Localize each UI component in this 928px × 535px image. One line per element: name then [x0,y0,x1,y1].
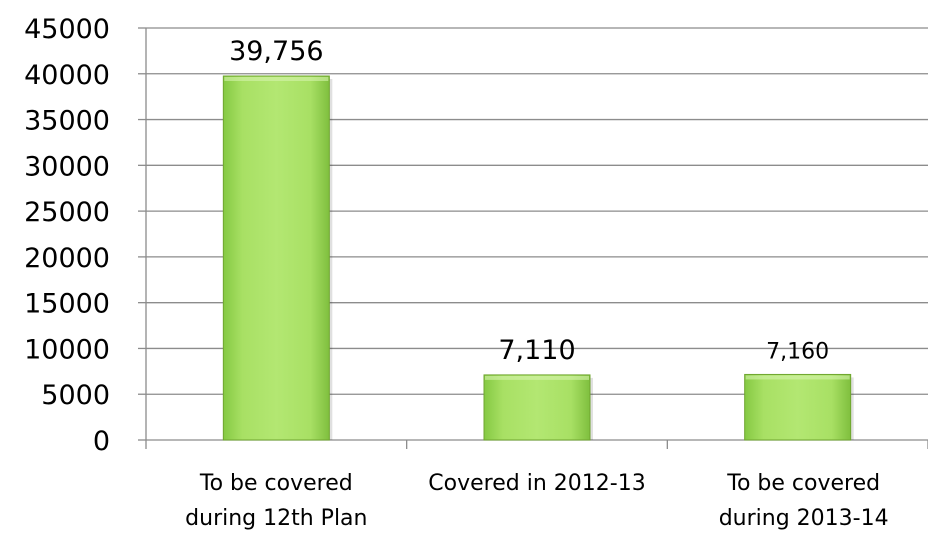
data-label: 7,160 [766,339,829,364]
y-tick-label: 0 [93,426,110,457]
x-category-label: during 2013-14 [719,506,889,531]
data-labels: 39,756 7,110 7,160 [229,36,829,366]
y-tick-label: 5000 [41,380,110,411]
data-label: 7,110 [498,335,575,366]
data-label: 39,756 [229,36,323,67]
x-category-label: To be covered [199,471,353,496]
y-tick-labels: 0 5000 10000 15000 20000 25000 30000 35000 40000… [24,14,110,457]
y-tick-label: 10000 [24,334,110,365]
y-tick-label: 15000 [24,289,110,320]
bar [483,374,591,441]
x-category-label: Covered in 2012-13 [428,471,645,496]
x-category-label: To be covered [726,471,880,496]
y-tick-label: 25000 [24,197,110,228]
y-tick-label: 30000 [24,151,110,182]
y-tick-label: 20000 [24,243,110,274]
x-category-labels: To be covered during 12th Plan Covered in … [185,471,888,531]
y-tick-label: 35000 [24,106,110,137]
y-tick-label: 40000 [24,60,110,91]
bar-highlight [224,77,329,82]
y-tick-label: 45000 [24,14,110,45]
bar [222,75,330,441]
bar [744,373,852,441]
bar-highlight [485,375,589,380]
x-category-label: during 12th Plan [185,506,367,531]
bar-highlight [745,375,850,380]
bars [222,75,854,441]
